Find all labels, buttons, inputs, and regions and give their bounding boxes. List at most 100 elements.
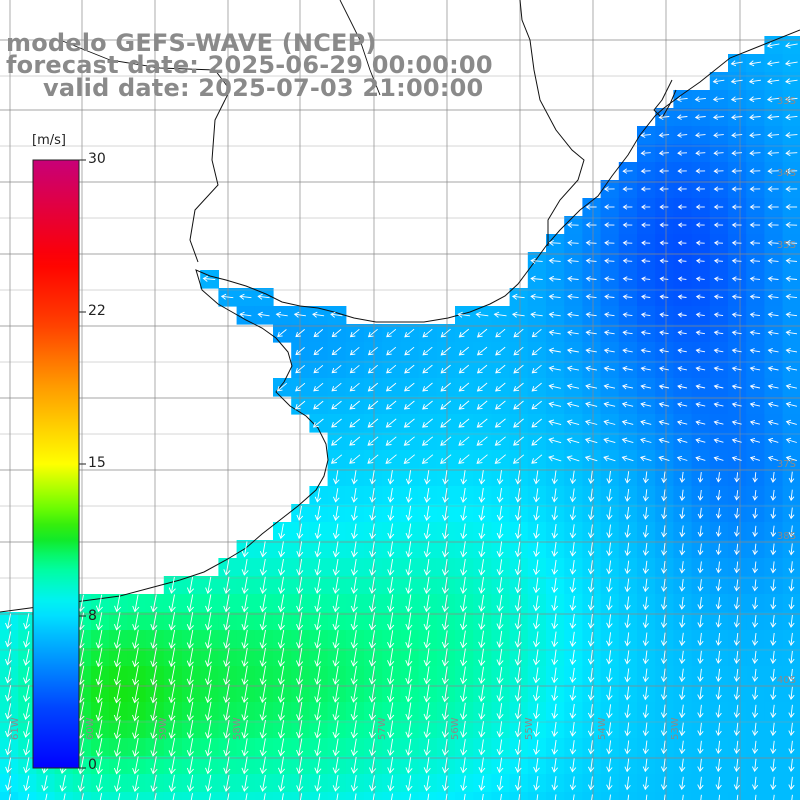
wind-arrow bbox=[621, 383, 634, 390]
wind-arrow bbox=[749, 455, 761, 462]
wind-arrow bbox=[766, 60, 780, 67]
wind-arrow bbox=[350, 756, 358, 774]
wind-arrow bbox=[476, 364, 488, 374]
wind-arrow bbox=[697, 758, 704, 773]
wind-arrow bbox=[715, 543, 722, 556]
wind-arrow bbox=[209, 793, 212, 800]
wind-arrow bbox=[368, 612, 377, 631]
wind-arrow bbox=[604, 312, 615, 318]
wind-arrow bbox=[386, 346, 397, 356]
wind-arrow bbox=[202, 275, 216, 282]
wind-arrow bbox=[496, 594, 504, 612]
wind-arrow bbox=[679, 471, 686, 483]
wind-arrow bbox=[513, 346, 524, 356]
wind-arrow bbox=[204, 629, 213, 649]
wind-arrow bbox=[587, 632, 595, 647]
wind-arrow bbox=[332, 576, 340, 594]
wind-arrow bbox=[603, 383, 616, 390]
wind-arrow bbox=[767, 132, 780, 139]
lon-label-53w: 53W bbox=[670, 717, 681, 740]
wind-arrow bbox=[731, 366, 742, 372]
wind-arrow bbox=[770, 722, 777, 737]
wind-arrow bbox=[440, 436, 452, 446]
wind-arrow bbox=[624, 488, 631, 502]
wind-arrow bbox=[679, 776, 686, 791]
wind-arrow bbox=[458, 346, 470, 356]
wind-arrow bbox=[767, 186, 779, 192]
wind-arrow bbox=[460, 559, 468, 576]
wind-arrow bbox=[442, 487, 449, 503]
wind-arrow bbox=[569, 542, 577, 557]
wind-arrow bbox=[548, 329, 561, 336]
wind-arrow bbox=[241, 720, 249, 739]
wind-arrow bbox=[751, 776, 759, 791]
wind-arrow bbox=[697, 776, 704, 791]
wind-arrow bbox=[749, 240, 761, 246]
wind-arrow bbox=[679, 561, 686, 574]
wind-arrow bbox=[423, 559, 431, 576]
wind-arrow bbox=[460, 757, 468, 774]
wind-arrow bbox=[424, 470, 431, 485]
wind-arrow bbox=[4, 667, 12, 684]
wind-arrow bbox=[314, 612, 322, 631]
wind-arrow bbox=[749, 114, 761, 121]
wind-arrow bbox=[697, 525, 704, 538]
wind-arrow bbox=[567, 329, 579, 336]
wind-arrow bbox=[749, 348, 761, 354]
wind-arrow bbox=[8, 794, 11, 800]
wind-arrow bbox=[405, 559, 413, 576]
wind-arrow bbox=[205, 576, 213, 595]
wind-arrow bbox=[514, 613, 522, 630]
wind-arrow bbox=[95, 594, 103, 613]
wind-arrow bbox=[150, 719, 158, 740]
wind-arrow bbox=[331, 364, 342, 374]
wind-arrow bbox=[695, 437, 706, 444]
wind-arrow bbox=[496, 666, 504, 684]
wind-arrow bbox=[530, 257, 543, 264]
lon-label-57w: 57W bbox=[377, 717, 388, 740]
wind-arrow bbox=[204, 612, 213, 631]
wind-arrow bbox=[441, 757, 449, 774]
wind-arrow bbox=[259, 576, 267, 595]
wind-arrow bbox=[478, 648, 486, 667]
wind-arrow bbox=[621, 437, 634, 444]
wind-arrow bbox=[223, 629, 231, 649]
wind-arrow bbox=[460, 739, 468, 756]
wind-arrow bbox=[751, 704, 759, 719]
wind-arrow bbox=[731, 258, 742, 264]
wind-arrow bbox=[150, 701, 158, 722]
wind-arrow bbox=[476, 346, 488, 356]
wind-arrow bbox=[548, 275, 561, 282]
wind-arrow bbox=[423, 648, 431, 667]
wind-arrow bbox=[713, 240, 724, 246]
wind-arrow bbox=[349, 328, 360, 338]
wind-arrow bbox=[113, 737, 122, 757]
wind-arrow bbox=[566, 401, 580, 408]
wind-arrow bbox=[403, 418, 415, 428]
wind-arrow bbox=[591, 794, 593, 800]
wind-arrow bbox=[731, 330, 742, 336]
wind-arrow bbox=[748, 96, 761, 103]
wind-arrow bbox=[569, 740, 577, 755]
wind-arrow bbox=[713, 150, 724, 156]
wind-arrow bbox=[621, 419, 634, 426]
wind-arrow bbox=[186, 719, 194, 739]
wind-arrow bbox=[150, 738, 158, 757]
wind-arrow bbox=[223, 720, 231, 739]
wind-arrow bbox=[369, 523, 377, 540]
wind-arrow bbox=[405, 523, 413, 540]
wind-arrow bbox=[350, 720, 358, 739]
wind-arrow bbox=[788, 632, 795, 646]
wind-arrow bbox=[387, 541, 395, 558]
wind-arrow bbox=[733, 632, 740, 646]
wind-arrow bbox=[531, 364, 542, 374]
wind-arrow bbox=[661, 543, 668, 556]
wind-arrow bbox=[172, 793, 175, 800]
wind-arrow bbox=[533, 559, 540, 576]
wind-arrow bbox=[733, 668, 740, 682]
wind-arrow bbox=[23, 775, 31, 792]
lon-label-54w: 54W bbox=[597, 717, 608, 740]
wind-arrow bbox=[367, 346, 378, 356]
wind-arrow bbox=[332, 612, 340, 631]
